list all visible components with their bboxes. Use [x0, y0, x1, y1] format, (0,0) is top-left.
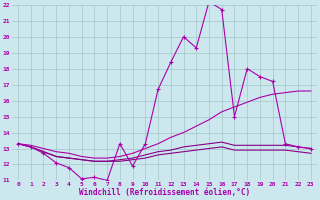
X-axis label: Windchill (Refroidissement éolien,°C): Windchill (Refroidissement éolien,°C) [79, 188, 250, 197]
